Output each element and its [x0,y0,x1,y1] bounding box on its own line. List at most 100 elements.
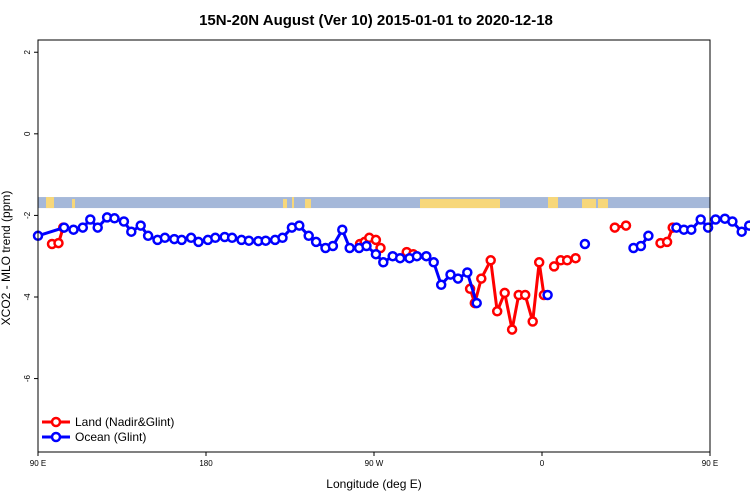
data-point [736,226,747,237]
y-tick-label: -2 [23,211,32,219]
plot-series [32,212,750,335]
data-point [68,224,79,235]
data-point [445,269,456,280]
data-point [428,257,439,268]
y-axis: 2 0 -2 -4 -6 [23,49,38,382]
data-point [126,226,137,237]
data-point [579,238,591,250]
y-tick-label: -4 [23,293,32,301]
data-point [476,273,487,284]
y-tick-label: -6 [23,374,32,382]
legend: Land (Nadir&Glint) Ocean (Glint) [42,415,174,444]
data-point [686,224,697,235]
data-point [361,240,372,252]
data-point [394,252,406,264]
map-strip [38,197,710,209]
data-point [159,232,171,244]
data-point [135,220,146,231]
data-point [727,216,738,227]
data-point [109,213,120,224]
x-tick-label: 90 W [365,459,384,468]
data-point [491,306,503,317]
data-point [277,232,288,244]
data-point [294,220,305,231]
plot-border [37,39,711,453]
data-point [561,255,573,266]
data-point [743,220,750,231]
map-land-patch [292,197,294,209]
data-point [370,234,382,246]
data-point [635,240,647,252]
map-land-patch [582,199,596,209]
series-ocean [32,212,750,309]
data-point [303,230,314,242]
data-point [499,287,510,299]
data-point [411,250,423,262]
data-point [421,250,432,262]
data-point [142,230,154,242]
data-point [527,316,538,327]
data-point [176,234,187,246]
map-land-patch [46,197,54,209]
x-tick-label: 180 [199,459,213,468]
legend-ocean-label: Ocean (Glint) [75,430,146,444]
data-point [506,324,518,335]
map-land-patch [598,199,608,209]
data-point [710,214,721,225]
legend-land-marker [50,416,62,428]
data-point [185,232,197,244]
data-point [58,222,70,233]
data-point [85,214,96,225]
data-point [344,242,355,254]
data-point [702,222,714,233]
data-point [260,235,271,246]
data-point [210,232,221,244]
x-tick-label: 90 E [30,459,46,468]
data-point [661,236,673,248]
map-land-patch [548,197,558,209]
map-land-patch [305,199,311,209]
data-point [533,257,545,268]
data-point [92,222,103,233]
map-land-patch [283,199,287,209]
chart-title: 15N-20N August (Ver 10) 2015-01-01 to 20… [199,12,553,29]
data-point [519,289,531,301]
data-point [452,273,464,284]
data-point [118,216,130,227]
data-point [310,236,322,248]
data-point [542,289,553,301]
legend-land-label: Land (Nadir&Glint) [75,415,174,429]
data-point [53,237,64,249]
x-axis-label: Longitude (deg E) [326,477,421,491]
y-tick-label: 2 [23,49,32,54]
data-point [378,257,389,268]
x-axis: 90 E 180 90 W 0 90 E [30,452,718,468]
data-point [643,230,654,242]
map-land-patch [72,199,75,209]
data-point [471,297,482,309]
series-land [46,220,678,335]
map-land-patch [420,199,500,209]
x-tick-label: 0 [540,459,545,468]
map-ocean [38,197,710,209]
y-tick-label: 0 [23,131,32,136]
data-point [77,222,89,233]
y-axis-label: XCO2 - MLO trend (ppm) [0,191,13,326]
data-point [695,214,706,225]
data-point [337,224,348,235]
data-point [485,255,496,266]
data-point [620,220,632,231]
data-point [609,222,621,233]
data-point [462,267,473,278]
data-point [548,261,560,272]
data-point [193,236,204,248]
data-point [435,279,447,291]
data-point [243,235,255,246]
data-point [370,248,382,260]
data-point [570,252,581,264]
data-point [327,240,339,252]
legend-ocean-marker [50,431,62,443]
x-tick-label: 90 E [702,459,718,468]
data-point [226,232,238,244]
